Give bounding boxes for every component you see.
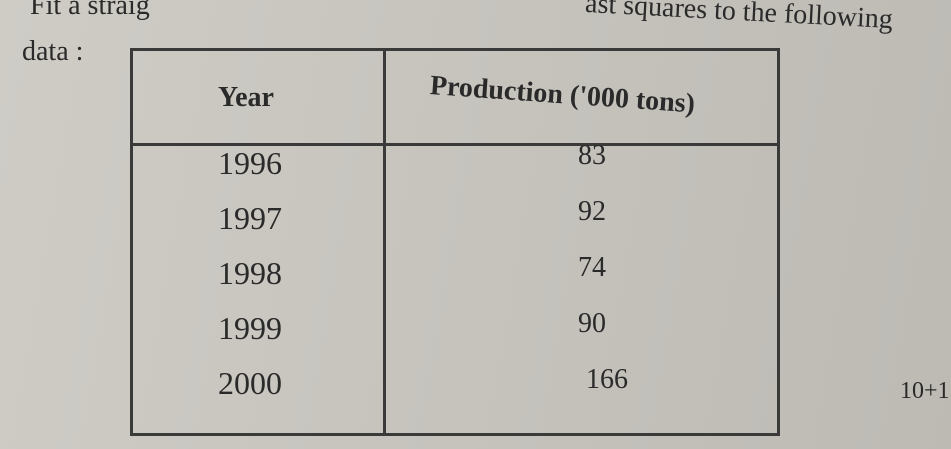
production-cell: 90 [578,308,606,339]
table [130,48,780,436]
production-cell: 83 [578,140,606,171]
question-text: ast squares to the following [584,0,894,36]
question-text: Fit a straig [30,0,150,21]
column-rule [383,48,386,436]
production-cell: 92 [578,196,606,227]
question-text: data : [22,36,84,67]
year-cell: 1996 [218,145,282,181]
marks: 10+1 [900,378,950,404]
header-rule [130,143,780,146]
year-cell: 1999 [218,310,282,346]
header-cell: Year [218,82,274,113]
production-cell: 166 [586,364,628,395]
year-cell: 2000 [218,365,282,401]
year-cell: 1997 [218,200,282,236]
production-cell: 74 [578,252,606,283]
year-cell: 1998 [218,255,282,291]
